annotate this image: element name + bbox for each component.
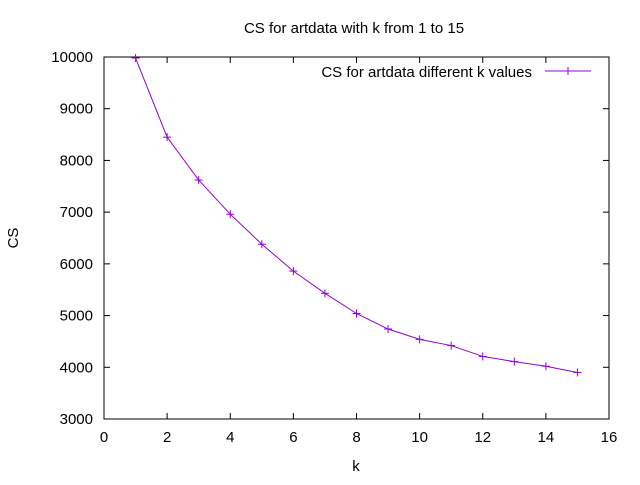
data-point: [257, 240, 266, 249]
y-tick-label: 9000: [60, 101, 93, 118]
legend-label: CS for artdata different k values: [321, 64, 532, 81]
y-tick-label: 7000: [60, 204, 93, 221]
series-line: [135, 57, 578, 373]
y-tick-label: 10000: [51, 49, 93, 66]
x-tick-label: 0: [100, 429, 108, 446]
x-tick-label: 14: [538, 429, 555, 446]
y-tick-label: 3000: [60, 411, 93, 428]
data-point: [289, 267, 298, 276]
chart-title: CS for artdata with k from 1 to 15: [244, 20, 464, 37]
x-tick-label: 2: [163, 429, 171, 446]
y-tick-label: 6000: [60, 256, 93, 273]
axes: 0 2 4 6 8 10 12 14 16 3000 4000 5000 6000 7000 8000 900…: [51, 49, 617, 446]
data-point: [226, 210, 235, 219]
data-point: [384, 325, 393, 334]
data-point: [194, 176, 203, 185]
y-tick-label: 5000: [60, 308, 93, 325]
data-point: [573, 368, 582, 377]
data-point: [131, 54, 140, 63]
data-point: [447, 341, 456, 350]
data-point: [320, 289, 329, 298]
x-axis-label: k: [352, 458, 360, 475]
x-tick-label: 4: [226, 429, 234, 446]
y-tick-label: 8000: [60, 152, 93, 169]
x-tick-label: 8: [352, 429, 360, 446]
data-point: [510, 357, 519, 366]
x-tick-label: 12: [474, 429, 491, 446]
data-point: [163, 133, 172, 142]
legend: CS for artdata different k values: [321, 64, 591, 81]
x-tick-label: 10: [411, 429, 428, 446]
y-axis-label: CS: [5, 228, 22, 249]
x-tick-label: 6: [289, 429, 297, 446]
y-tick-label: 4000: [60, 359, 93, 376]
series-layer: [131, 54, 582, 377]
data-point: [541, 362, 550, 371]
data-point: [352, 309, 361, 318]
data-point: [415, 335, 424, 344]
x-tick-label: 16: [601, 429, 618, 446]
data-point: [478, 352, 487, 361]
